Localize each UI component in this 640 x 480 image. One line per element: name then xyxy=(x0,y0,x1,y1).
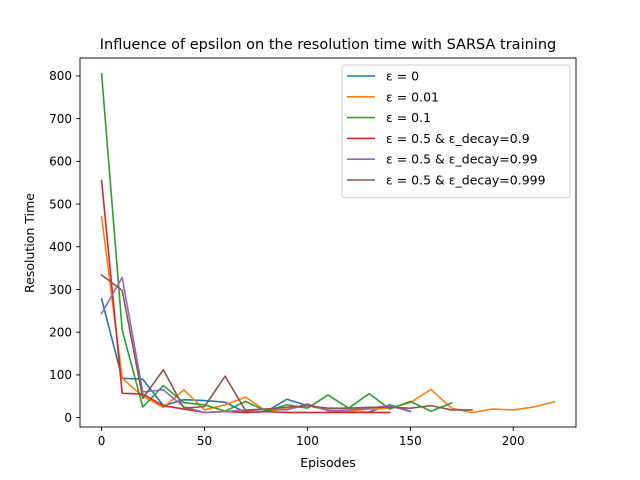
x-tick-label: 50 xyxy=(197,434,212,448)
series-line-5 xyxy=(100,273,473,412)
legend-label: ε = 0.5 & ε_decay=0.99 xyxy=(386,152,538,167)
legend-label: ε = 0 xyxy=(386,69,419,84)
legend: ε = 0 ε = 0.01 ε = 0.1 ε = 0.5 & ε_decay=0.… xyxy=(341,64,571,199)
y-tick-label: 100 xyxy=(49,368,72,382)
y-tick-label: 300 xyxy=(49,283,72,297)
y-tick-label: 200 xyxy=(49,325,72,339)
y-tick-label: 0 xyxy=(64,411,72,425)
legend-label: ε = 0.5 & ε_decay=0.999 xyxy=(386,173,546,188)
x-tick-label: 0 xyxy=(98,434,106,448)
y-tick-label: 700 xyxy=(49,112,72,126)
chart-title: Influence of epsilon on the resolution t… xyxy=(100,37,556,53)
legend-label: ε = 0.01 xyxy=(386,89,439,104)
y-tick-label: 500 xyxy=(49,197,72,211)
legend-label: ε = 0.1 xyxy=(386,110,431,125)
legend-label: ε = 0.5 & ε_decay=0.9 xyxy=(386,131,530,146)
x-tick-label: 100 xyxy=(296,434,319,448)
axes-frame xyxy=(79,57,577,428)
x-tick-label: 150 xyxy=(399,434,422,448)
series-line-3 xyxy=(100,179,391,414)
y-axis-label: Resolution Time xyxy=(22,193,37,293)
plot-area: 0 50 100 150 200 0 100 200 300 400 500 600 700 800 xyxy=(49,57,577,448)
y-tick-label: 600 xyxy=(49,155,72,169)
y-tick-label: 400 xyxy=(49,240,72,254)
y-tick-label: 800 xyxy=(49,69,72,83)
legend-box xyxy=(341,64,571,199)
x-tick-label: 200 xyxy=(502,434,525,448)
x-axis-label: Episodes xyxy=(300,455,356,470)
